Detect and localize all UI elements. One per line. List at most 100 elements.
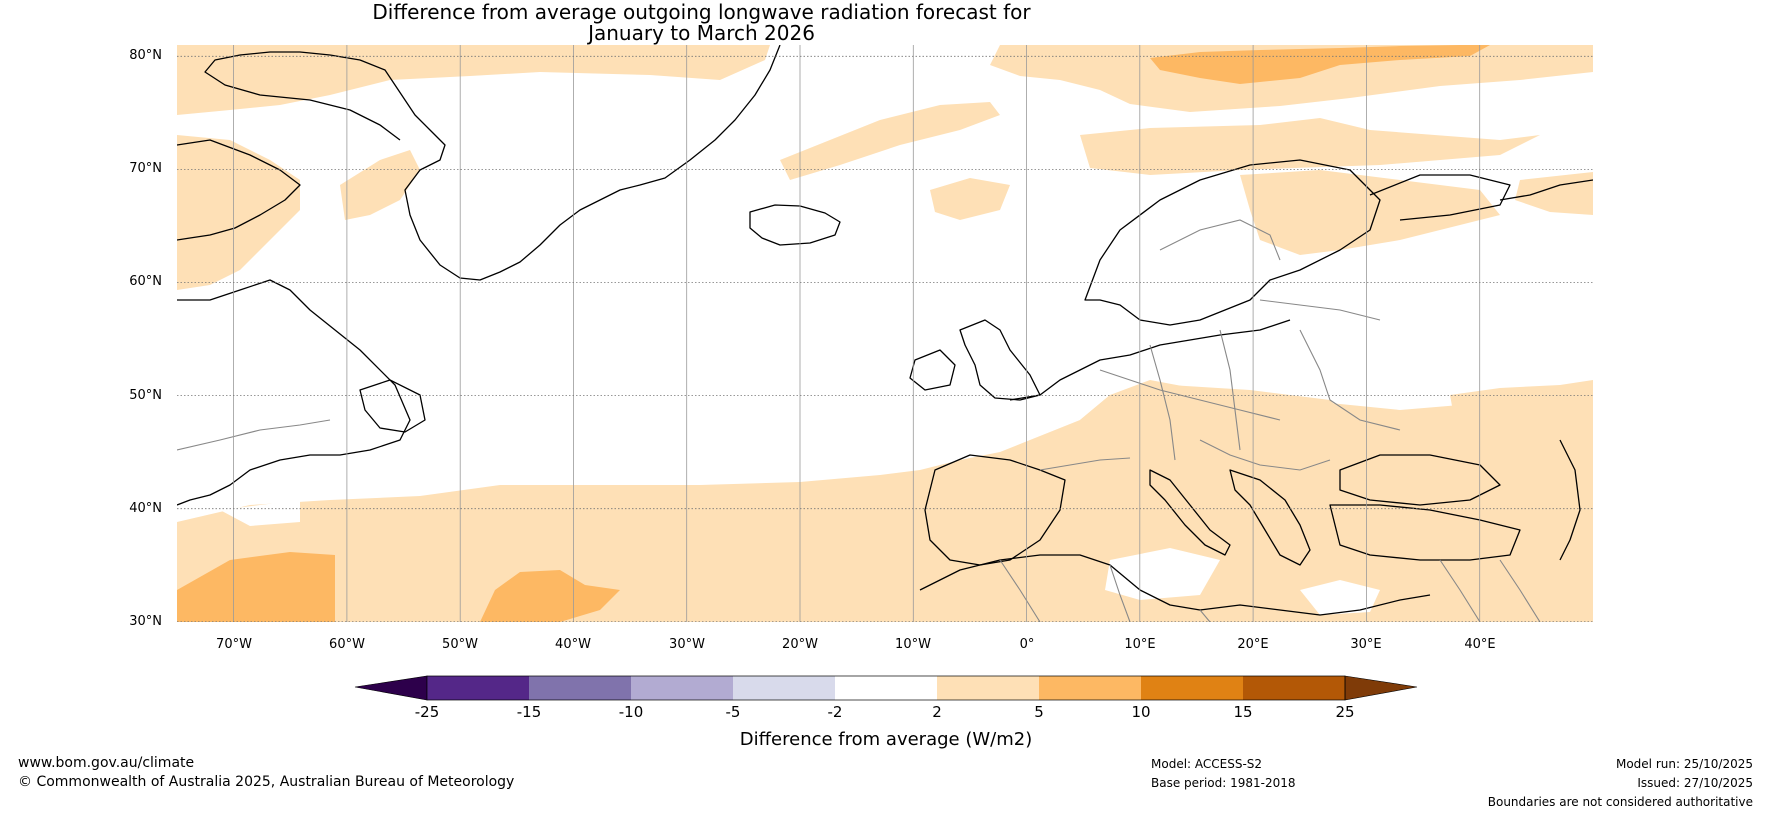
footer-model-run: Model run: 25/10/2025 [1615,757,1753,771]
colorbar-bin-neg25-neg15 [427,676,529,700]
border-france-spain [1039,457,1131,471]
coastline-italy [1149,469,1231,556]
colorbar-bin-2-5 [937,676,1039,700]
coastline-black-sea [1339,454,1501,506]
colorbar-extend-low [354,675,428,701]
border-north-africa-1 [999,559,1041,622]
anomaly-region-scandinavia [1240,170,1500,255]
colorbar-tick-neg10: -10 [618,703,644,721]
neutral-pocket-mediterranean [1105,548,1220,600]
border-middle-east [1439,559,1481,622]
footer-disclaimer: Boundaries are not considered authoritat… [1487,795,1753,809]
country-borders [177,219,1541,622]
anomaly-region-svalbard-east [1080,118,1540,175]
footer-model: Model: ACCESS-S2 [1151,757,1263,771]
anomaly-region-barents [1150,45,1490,84]
footer-website: www.bom.gov.au/climate [18,755,195,771]
border-central-europe-3 [1219,329,1241,451]
coastline-scandinavia [1084,159,1381,326]
footer-issued: Issued: 27/10/2025 [1637,776,1753,790]
coastline-baffin [177,139,301,241]
colorbar-tick-2: 2 [932,703,942,721]
colorbar-bin-15-25 [1243,676,1345,700]
coastline-balkans [1229,469,1311,566]
lat-label-60n: 60°N [129,274,162,289]
neutral-pocket-aegean [1300,580,1380,615]
anomaly-region-baffin [340,150,420,220]
lon-label-60w: 60°W [329,637,365,652]
border-canada-us [177,419,331,451]
anomaly-2-to-5-regions [177,45,1593,622]
colorbar-tick-15: 15 [1233,703,1253,721]
coastline-british-isles [959,319,1041,401]
lon-label-20e: 20°E [1237,637,1269,652]
anomaly-region-arctic-west [177,45,770,115]
colorbar-tick-5: 5 [1034,703,1044,721]
border-central-europe-2 [1149,344,1176,461]
colorbar-tick-neg15: -15 [516,703,542,721]
anomaly-region-subtropical-west [177,552,335,622]
parallels [177,55,1593,622]
border-scandinavia [1159,219,1281,261]
colorbar-label: Difference from average (W/m2) [739,729,1033,750]
border-north-africa-2 [1109,564,1131,622]
border-poland-ukraine [1299,329,1401,431]
neutral-pockets [220,500,1380,615]
anomaly-region-east [1450,380,1593,470]
colorbar-tick-neg5: -5 [725,703,741,721]
anomaly-region-greenland-sea [780,102,1000,180]
colorbar-bin-neg5-neg2 [733,676,835,700]
border-balkans [1199,439,1331,471]
lon-label-40w: 40°W [555,637,591,652]
anomaly-region-norwegian-sea [930,178,1010,220]
anomaly-region-europe-central [1080,385,1360,470]
lon-label-10w: 10°W [895,637,931,652]
coastline-north-africa [919,554,1431,616]
coastline-caspian [1559,439,1581,561]
anomaly-region-labrador [177,135,300,290]
footer-base-period: Base period: 1981-2018 [1151,776,1296,790]
colorbar-outline [426,675,1346,701]
lon-label-20w: 20°W [782,637,818,652]
colorbar-bin-neg2-2 [835,676,937,700]
map-plot-area [177,45,1593,622]
coastline-iberia [924,454,1066,566]
colorbar-bin-10-15 [1141,676,1243,700]
colorbar-tick-25: 25 [1335,703,1355,721]
coastline-iceland [749,204,841,246]
anomaly-5-to-10-regions [177,45,1490,622]
map-title-line2: January to March 2026 [588,21,815,45]
border-baltics [1259,299,1381,321]
colorbar-bin-5-10 [1039,676,1141,700]
map-title-line1: Difference from average outgoing longwav… [372,0,1031,24]
coastline-kola [1369,174,1511,221]
colorbar-tick-neg2: -2 [827,703,843,721]
lat-label-80n: 80°N [129,48,162,63]
lat-label-50n: 50°N [129,388,162,403]
border-middle-east-2 [1499,559,1541,622]
colorbar-tick-neg25: -25 [414,703,440,721]
colorbar-extend-high [1344,675,1418,701]
lon-label-30w: 30°W [669,637,705,652]
coastline-ireland [909,349,956,391]
lon-label-70w: 70°W [216,637,252,652]
neutral-pocket-atlantic [220,500,300,526]
anomaly-region-subtropical-central [480,570,620,622]
colorbar-bin-neg10-neg5 [631,676,733,700]
lat-label-70n: 70°N [129,161,162,176]
gridlines [233,45,1481,622]
lon-label-10e: 10°E [1124,637,1156,652]
coastline-russia-arctic [1499,179,1593,201]
footer-copyright: © Commonwealth of Australia 2025, Austra… [18,774,515,790]
colorbar-tick-10: 10 [1131,703,1151,721]
lon-label-50w: 50°W [442,637,478,652]
border-central-europe-1 [1099,369,1281,421]
coastline-greenland [204,45,781,281]
lat-label-40n: 40°N [129,501,162,516]
lon-label-40e: 40°E [1464,637,1496,652]
lat-label-30n: 30°N [129,614,162,629]
colorbar-bin-neg15-neg10 [529,676,631,700]
coastline-europe-north [1009,319,1291,401]
colorbar [354,675,1418,701]
